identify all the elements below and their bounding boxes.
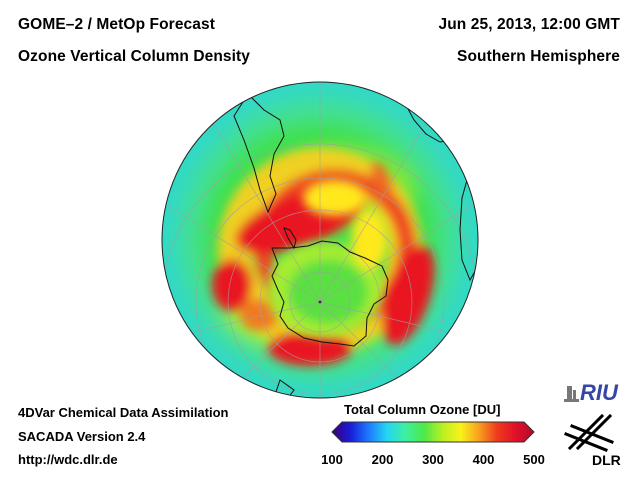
dlr-logo: DLR: [562, 412, 626, 468]
footer-url[interactable]: http://wdc.dlr.de: [18, 452, 118, 467]
colorbar-tick-300: 300: [422, 452, 444, 467]
riu-logo: RIU: [562, 372, 626, 406]
australia-outline: [459, 160, 478, 282]
footer-method: 4DVar Chemical Data Assimilation: [18, 405, 229, 420]
antarctica-outline: [271, 240, 389, 347]
title: GOME–2 / MetOp Forecast: [18, 16, 215, 33]
south-pole-marker: [318, 300, 322, 304]
south-america-outline: [233, 93, 285, 214]
polar-vortex: [267, 180, 388, 338]
colorbar-scale: [331, 421, 535, 443]
dlr-logo-text: DLR: [592, 452, 621, 468]
colorbar-title: Total Column Ozone [DU]: [344, 402, 501, 417]
graticule: [162, 82, 478, 398]
riu-logo-text: RIU: [580, 380, 619, 405]
ozone-collar: [212, 148, 435, 366]
region-label: Southern Hemisphere: [457, 48, 620, 65]
colorbar-tick-200: 200: [371, 452, 394, 467]
date-label: Jun 25, 2013, 12:00 GMT: [438, 16, 620, 33]
footer-version: SACADA Version 2.4: [18, 429, 146, 444]
colorbar-tick-100: 100: [321, 452, 343, 467]
ozone-globe-map: [160, 80, 480, 400]
colorbar: Total Column Ozone [DU] 100 200 300 400 500: [318, 400, 548, 470]
new-zealand-outline: [275, 379, 295, 398]
subtitle: Ozone Vertical Column Density: [18, 48, 251, 65]
colorbar-tick-400: 400: [472, 452, 495, 467]
colorbar-tick-500: 500: [523, 452, 545, 467]
antarctic-peninsula-outline: [283, 227, 297, 250]
